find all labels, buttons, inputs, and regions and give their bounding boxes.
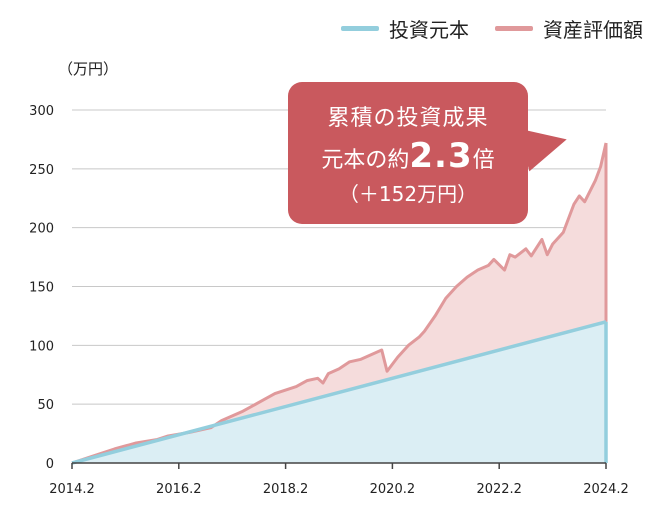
callout-ratio-prefix: 元本の約	[321, 148, 410, 173]
x-tick-label: 2024.2	[583, 482, 629, 497]
callout-box: 累積の投資成果 元本の約2.3倍 （＋152万円）	[288, 82, 528, 224]
principal-line	[71, 320, 607, 465]
callout-gain: （＋152万円）	[338, 182, 478, 206]
legend: 投資元本 資産評価額	[341, 14, 643, 43]
x-tick-label: 2016.2	[156, 482, 202, 497]
x-tick-label: 2020.2	[370, 482, 416, 497]
y-tick-label: 150	[29, 281, 54, 296]
legend-label-valuation: 資産評価額	[543, 18, 643, 42]
legend-swatch-valuation	[495, 26, 533, 31]
x-tick-label: 2018.2	[263, 482, 309, 497]
y-axis-unit-label: （万円）	[58, 60, 119, 78]
x-tick-label: 2022.2	[476, 482, 522, 497]
legend-swatch-principal	[341, 26, 379, 31]
valuation-line	[71, 142, 608, 465]
callout-ratio: 元本の約2.3倍	[288, 136, 528, 176]
callout-ratio-suffix: 倍	[472, 148, 495, 173]
x-tick-label: 2014.2	[49, 482, 95, 497]
legend-item-valuation: 資産評価額	[495, 14, 643, 43]
y-tick-label: 100	[29, 339, 54, 354]
callout-title: 累積の投資成果	[327, 106, 489, 131]
y-tick-label: 200	[29, 222, 54, 237]
legend-item-principal: 投資元本	[341, 14, 469, 43]
legend-label-principal: 投資元本	[389, 18, 469, 42]
y-tick-label: 50	[37, 398, 54, 413]
y-tick-label: 0	[46, 457, 54, 472]
callout-ratio-value: 2.3	[409, 136, 473, 176]
y-tick-label: 300	[29, 104, 54, 119]
y-tick-label: 250	[29, 163, 54, 178]
